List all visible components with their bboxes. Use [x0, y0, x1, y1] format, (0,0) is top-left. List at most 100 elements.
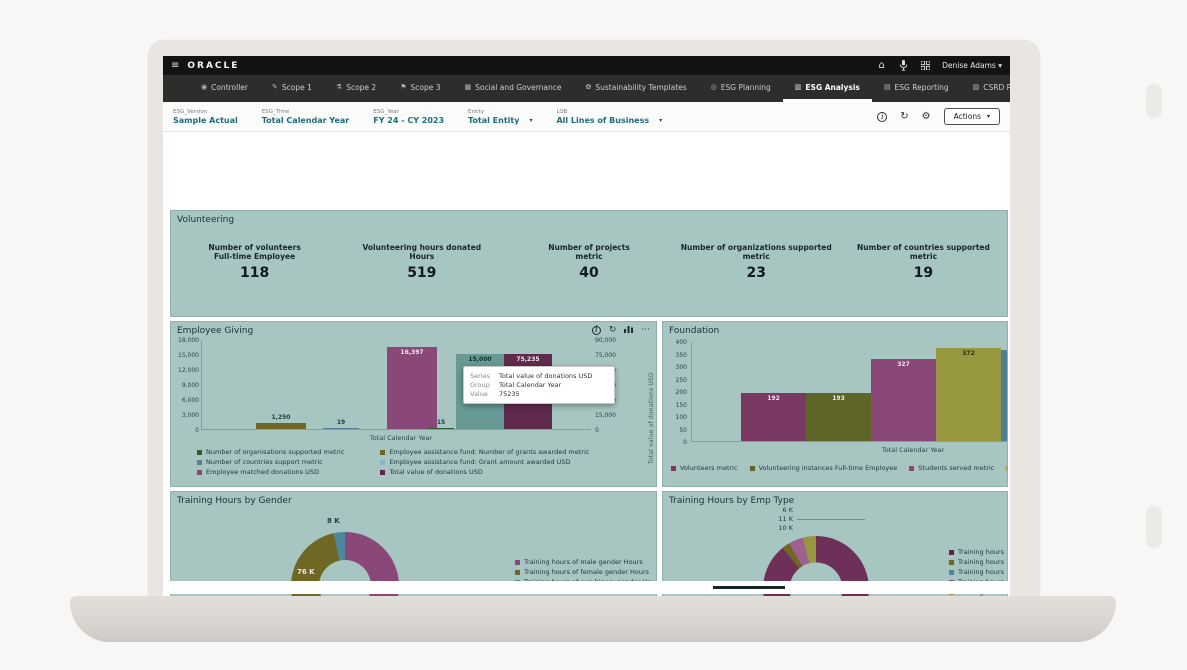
tab-csrd-reports[interactable]: ▧CSRD Reports	[961, 75, 1010, 102]
panel-title: Training Hours by Gender	[177, 496, 292, 506]
legend-item[interactable]: Number of countries support metric	[197, 458, 344, 466]
filter-esg-year[interactable]: ESG_Year FY 24 - CY 2023	[373, 109, 444, 125]
axis-tick: 90,000	[595, 337, 616, 344]
bar-chart-icon[interactable]	[624, 325, 634, 336]
user-menu[interactable]: Denise Adams ▾	[942, 61, 1002, 70]
kpi-tile: Volunteering hours donated Hours 519	[338, 243, 505, 281]
tab-esg-reporting[interactable]: ▤ ESG Reporting	[872, 75, 961, 102]
legend-item[interactable]: Training hours of female gender Hours	[515, 568, 656, 576]
scope3-icon: ⚑	[400, 83, 407, 91]
legend-swatch	[380, 459, 386, 465]
legend-item[interactable]: Training hours	[949, 548, 1007, 556]
tab-controller[interactable]: ◉ Controller	[189, 75, 260, 102]
legend-label: Employee assistance fund: Number of gran…	[389, 448, 590, 456]
filter-value: Total Entity ▾	[468, 116, 532, 125]
home-icon[interactable]: ⌂	[878, 59, 885, 71]
more-options-icon[interactable]: ···	[641, 325, 650, 335]
bar-value-label: 15,000	[468, 356, 492, 363]
axis-tick: 18,000	[178, 337, 199, 344]
horizontal-scrollbar-thumb[interactable]	[713, 586, 785, 589]
kpi-label: Number of organizations supported metric	[673, 243, 840, 262]
legend-item[interactable]: Employee matched donations USD	[197, 468, 344, 476]
axis-tick: 300	[675, 364, 687, 371]
panel-title: Volunteering	[177, 215, 235, 225]
legend-item[interactable]: Training hours	[949, 568, 1007, 576]
bar-value-label: 327	[897, 361, 910, 368]
axis-tick: 0	[595, 427, 599, 434]
filter-value-text: Sample Actual	[173, 115, 238, 125]
bar-4[interactable]	[1001, 350, 1007, 441]
filter-esg-time[interactable]: ESG_Time Total Calendar Year	[262, 109, 349, 125]
bar-3[interactable]: 15	[428, 419, 454, 429]
bar-2[interactable]: 16,397	[387, 347, 437, 429]
axis-tick: 150	[675, 401, 687, 409]
bar-1[interactable]: 193	[806, 393, 871, 441]
bar-3[interactable]: 372	[936, 348, 1001, 441]
actions-button[interactable]: Actions ▾	[943, 108, 1000, 125]
legend-label: Volunteering instances Full-time Employe…	[758, 464, 898, 472]
panel-training-gender: Training Hours by Gender 236 K152 K76 K8…	[170, 491, 657, 596]
x-axis-line	[201, 429, 591, 430]
filter-value: Sample Actual	[173, 116, 238, 125]
axis-tick: 400	[675, 339, 687, 346]
legend-item[interactable]: Training hours of male gender Hours	[515, 558, 656, 566]
legend-item[interactable]: Employee assistance fund: Number of gran…	[380, 448, 589, 456]
filter-label: Entity	[468, 108, 485, 115]
kpi-label-line1: Volunteering hours donated	[362, 243, 482, 252]
legend-item[interactable]: Students served metric	[909, 464, 994, 472]
menu-icon[interactable]: ≡	[171, 60, 180, 71]
panel-title: Training Hours by Emp Type	[669, 496, 795, 506]
filter-entity[interactable]: Entity Total Entity ▾	[468, 109, 532, 125]
legend-label: Training hours	[958, 548, 1004, 556]
tab-label: ESG Analysis	[805, 82, 860, 92]
legend-label: Training hours of male gender Hours	[524, 558, 643, 566]
x-axis-line	[691, 441, 1007, 442]
refresh-icon[interactable]: ↻	[900, 110, 909, 122]
tab-social-and-governance[interactable]: ▦ Social and Governance	[453, 75, 574, 102]
chart-legend: Volunteers metric Volunteering instances …	[671, 464, 1007, 474]
tab-esg-planning[interactable]: ◎ ESG Planning	[699, 75, 783, 102]
legend-item[interactable]: Total value of donations USD	[380, 468, 589, 476]
kpi-value: 118	[239, 264, 270, 281]
bar-0[interactable]: 1,250	[256, 414, 306, 429]
legend-swatch	[515, 569, 520, 575]
kpi-label: Volunteering hours donated Hours	[338, 243, 505, 262]
panel-toolbar: i ↻ ···	[591, 325, 650, 336]
legend-item[interactable]: Training hours	[949, 558, 1007, 566]
actions-label: Actions	[953, 112, 981, 121]
chevron-down-icon: ▾	[529, 116, 533, 124]
tab-esg-analysis[interactable]: ▥ ESG Analysis	[782, 75, 872, 102]
tab-scope-3[interactable]: ⚑ Scope 3	[388, 75, 452, 102]
tab-sustainability-templates[interactable]: ✿ Sustainability Templates	[574, 75, 699, 102]
legend-swatch	[909, 465, 915, 471]
filter-lob[interactable]: LOB All Lines of Business ▾	[556, 109, 662, 125]
tab-scope-2[interactable]: ⚗ Scope 2	[324, 75, 388, 102]
legend-item[interactable]: Volunteers metric	[671, 464, 738, 472]
bar-0[interactable]: 192	[741, 393, 806, 441]
legend-item[interactable]: Volunteering instances Full-time Employe…	[749, 464, 898, 472]
axis-tick: 9,000	[181, 382, 199, 389]
kpi-tile: Number of projects metric 40	[505, 243, 672, 281]
info-icon[interactable]: i	[877, 111, 888, 122]
legend-item[interactable]: Employee assistance fund: Grant amount a…	[380, 458, 589, 466]
legend-item[interactable]: Number of organisations supported metric	[197, 448, 344, 456]
right-axis-title: Total value of donations USD	[648, 372, 655, 464]
kpi-value: 40	[579, 264, 599, 281]
bar-2[interactable]: 327	[871, 359, 936, 441]
legend-item[interactable]: Student instances	[1006, 464, 1007, 472]
app-grid-icon[interactable]	[920, 60, 931, 71]
filter-esg-version[interactable]: ESG_Version Sample Actual	[173, 109, 238, 125]
refresh-icon[interactable]: ↻	[608, 325, 617, 335]
legend-swatch	[749, 465, 755, 471]
panel-employee-giving: Employee Giving i ↻ ··· 1,250 19 16,397 15 1…	[170, 321, 657, 487]
laptop-base	[70, 596, 1116, 642]
tab-scope-1[interactable]: ✎ Scope 1	[260, 75, 324, 102]
info-icon[interactable]: i	[591, 326, 601, 335]
kpi-label-line1: Number of organizations supported	[680, 243, 832, 252]
social-icon: ▦	[464, 83, 472, 91]
bar-1[interactable]: 19	[323, 419, 359, 429]
microphone-icon[interactable]	[898, 60, 909, 71]
gear-icon[interactable]: ⚙	[921, 110, 931, 122]
chart-tooltip: Series Total value of donations USD Group…	[463, 366, 615, 404]
legend-swatch	[949, 549, 954, 555]
